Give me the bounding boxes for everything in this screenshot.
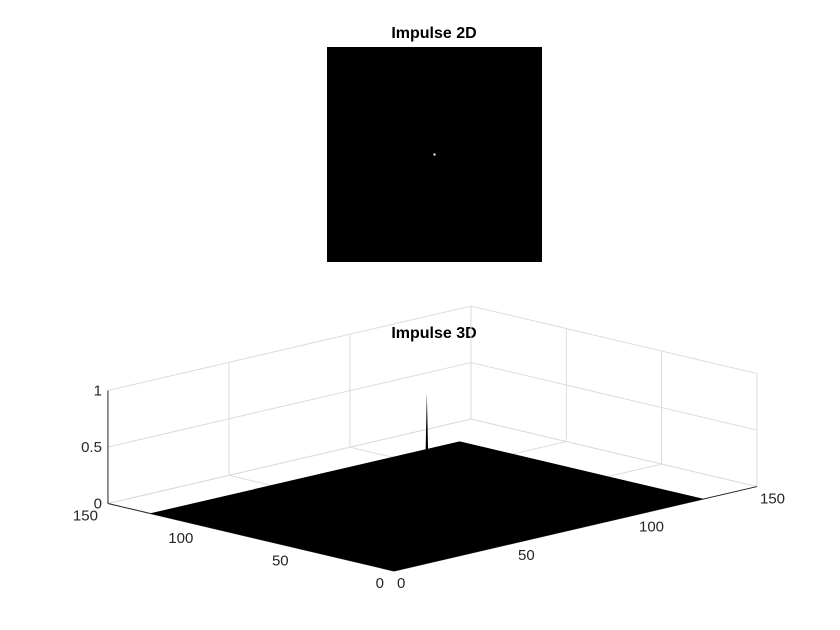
y-tick-label: 100 <box>168 530 193 547</box>
x-tick-label: 50 <box>518 547 535 564</box>
side-wall-grid-line <box>470 418 758 488</box>
z-tick-label: 0 <box>94 496 102 513</box>
x-tick-label: 0 <box>397 575 405 592</box>
side-wall-grid-line <box>470 305 758 375</box>
z-tick-label: 0.5 <box>81 439 102 456</box>
impulse-3d-title: Impulse 3D <box>391 325 476 342</box>
y-tick-label: 0 <box>376 575 384 592</box>
back-wall-grid-line <box>107 362 472 448</box>
y-tick-label: 150 <box>73 508 98 525</box>
z-tick-label: 1 <box>94 383 102 400</box>
x-tick-label: 150 <box>760 491 785 508</box>
surface <box>149 393 704 571</box>
impulse-2d-point <box>433 153 436 156</box>
y-tick-label: 50 <box>272 553 289 570</box>
side-wall-grid-line <box>470 362 758 431</box>
impulse-spike <box>424 393 430 507</box>
impulse-2d-title: Impulse 2D <box>391 25 476 42</box>
back-wall-grid-line <box>107 305 472 391</box>
impulse-2d-plot: Impulse 2D <box>327 25 542 262</box>
back-wall-grid-line <box>107 418 472 504</box>
x-tick-label: 100 <box>639 519 664 536</box>
